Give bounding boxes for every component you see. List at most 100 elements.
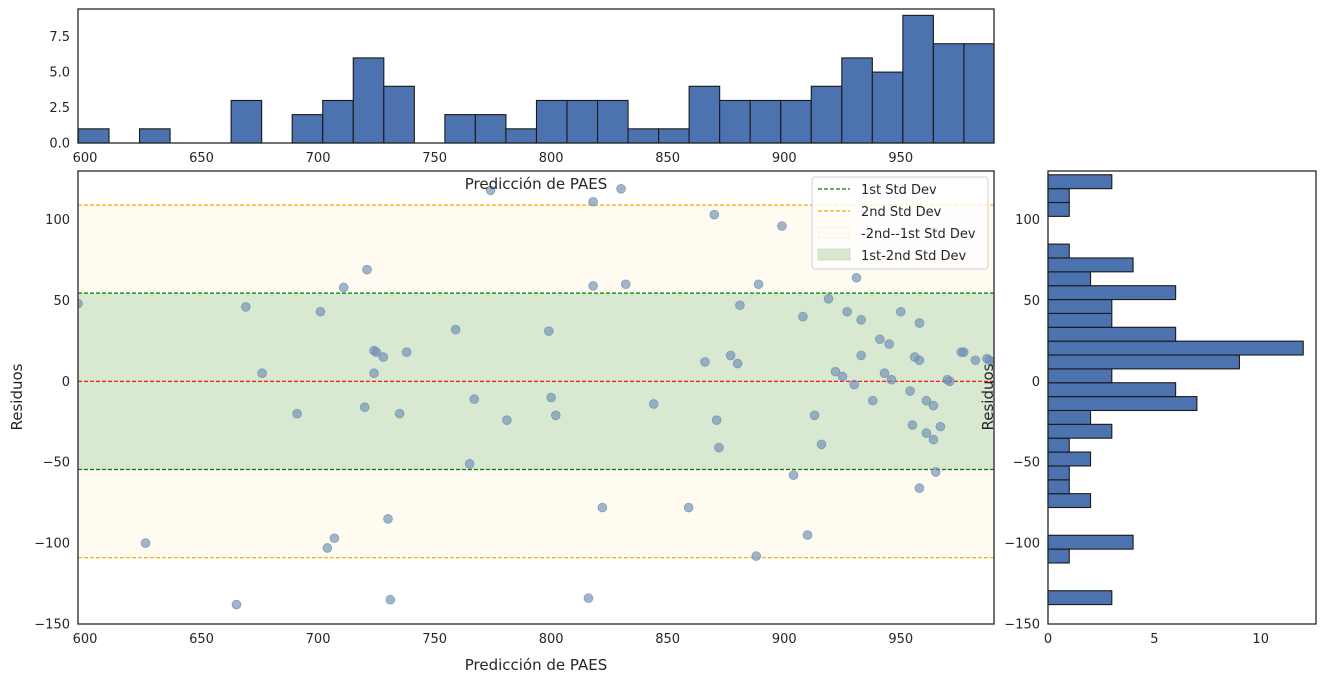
- top-histogram-bar: [749, 99, 782, 144]
- residual-point: [837, 371, 848, 382]
- top-x-tick-label: 950: [888, 151, 913, 166]
- right-histogram-bar: [1047, 354, 1240, 370]
- top-histogram-bars: [77, 14, 995, 144]
- residual-point: [464, 459, 475, 469]
- main-y-tick-label: 0: [62, 375, 70, 390]
- residual-point: [588, 281, 598, 291]
- main-y-tick-label: 100: [45, 213, 70, 228]
- top-histogram-bar: [932, 43, 965, 144]
- top-histogram-bar: [902, 14, 934, 144]
- top-histogram-bar: [658, 128, 690, 144]
- residual-point: [711, 415, 722, 425]
- main-x-tick-label: 750: [422, 632, 447, 647]
- right-histogram-bar: [1047, 271, 1092, 287]
- residual-point: [394, 408, 405, 419]
- legend-entry-std1: 1st Std Dev: [861, 183, 937, 198]
- top-histogram-frame: [77, 8, 995, 144]
- top-y-tick-label: 7.5: [49, 30, 70, 45]
- residual-point: [914, 318, 925, 328]
- main-x-tick-label: 900: [772, 632, 797, 647]
- residual-point: [583, 593, 594, 603]
- residual-point: [884, 339, 894, 349]
- right-histogram-bar: [1047, 312, 1113, 328]
- legend-swatch-outer-band: [817, 226, 851, 239]
- residual-point: [700, 357, 710, 367]
- main-y-tick-label: 50: [53, 294, 70, 309]
- top-histogram-bar: [810, 85, 843, 144]
- residual-point: [359, 402, 370, 413]
- residual-point: [292, 408, 302, 419]
- residual-point: [851, 272, 862, 283]
- right-histogram: −150 −100 −50 0 50 100 0 5 10 Residuos: [979, 170, 1317, 647]
- residual-point: [140, 538, 151, 548]
- residual-point: [816, 439, 827, 450]
- top-histogram-bar: [596, 99, 629, 144]
- top-y-tick-label: 2.5: [49, 101, 70, 116]
- residual-point: [469, 394, 480, 404]
- main-x-tick-label: 800: [539, 632, 564, 647]
- top-histogram-bar: [77, 128, 110, 144]
- main-x-tick-label: 600: [73, 632, 98, 647]
- residual-point: [732, 358, 743, 369]
- residual-point: [257, 368, 267, 379]
- outer-band-lower: [78, 469, 994, 558]
- residual-point: [502, 415, 512, 425]
- main-x-axis-label: Predicción de PAES: [465, 656, 608, 674]
- right-y-tick-label: −150: [1004, 618, 1040, 633]
- main-y-tick-label: −150: [34, 618, 70, 633]
- top-x-tick-label: 900: [772, 151, 797, 166]
- residual-point: [362, 264, 372, 275]
- right-histogram-bar: [1047, 257, 1134, 273]
- residual-point: [879, 368, 890, 379]
- right-y-tick-label: 0: [1032, 375, 1040, 390]
- main-y-ticks: −150 −100 −50 0 50 100: [34, 213, 70, 632]
- main-x-tick-label: 950: [888, 632, 913, 647]
- right-y-tick-label: 50: [1023, 294, 1040, 309]
- residual-point: [830, 366, 841, 377]
- residual-point: [856, 350, 866, 361]
- residual-point: [709, 209, 720, 220]
- right-histogram-bar: [1047, 285, 1177, 301]
- legend-entry-std2: 2nd Std Dev: [861, 205, 942, 220]
- legend-entry-inner-band: 1st-2nd Std Dev: [861, 249, 966, 264]
- residual-point: [856, 315, 866, 325]
- residual-point: [544, 326, 554, 336]
- residual-point: [714, 442, 724, 453]
- residual-point: [338, 282, 349, 293]
- residual-point: [751, 551, 762, 561]
- right-x-tick-label: 0: [1044, 632, 1052, 647]
- residual-point: [944, 376, 955, 387]
- residual-point: [683, 502, 694, 513]
- right-histogram-bar: [1047, 465, 1070, 481]
- residual-point: [369, 368, 379, 379]
- top-y-tick-label: 0.0: [49, 137, 70, 152]
- top-x-tick-label: 850: [655, 151, 680, 166]
- residual-point: [725, 350, 736, 361]
- top-histogram-bar: [688, 85, 721, 144]
- residual-point: [907, 420, 918, 430]
- residual-point: [921, 395, 932, 406]
- residual-point: [867, 395, 878, 406]
- residual-point: [485, 185, 496, 196]
- right-histogram-bar: [1047, 188, 1070, 204]
- right-y-tick-label: −100: [1004, 537, 1040, 552]
- residual-point: [378, 352, 389, 362]
- top-histogram-bar: [322, 99, 354, 144]
- residual-point: [935, 421, 946, 432]
- top-histogram-bar: [444, 114, 476, 144]
- residual-point: [329, 533, 340, 544]
- right-histogram-bar: [1047, 409, 1092, 425]
- residual-scatter-plot: −150 −100 −50 0 50 100 600 650 700 750 800 850 900 9…: [8, 170, 995, 674]
- residual-point: [588, 196, 598, 207]
- main-y-tick-label: −100: [34, 537, 70, 552]
- top-histogram-bar: [138, 128, 171, 144]
- residual-point: [315, 306, 326, 317]
- right-histogram-bar: [1047, 423, 1113, 439]
- residual-point: [551, 410, 561, 421]
- residual-point: [735, 300, 745, 311]
- residual-point: [928, 400, 939, 411]
- right-histogram-bar: [1047, 437, 1070, 453]
- top-histogram-bar: [535, 99, 568, 144]
- right-histogram-bars: [1047, 174, 1304, 606]
- right-histogram-bar: [1047, 590, 1113, 606]
